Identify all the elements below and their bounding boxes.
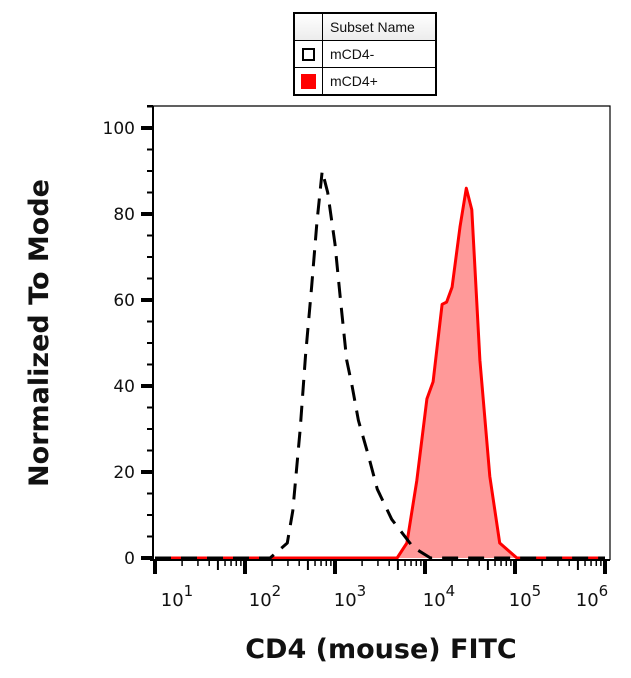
- y-axis-title: Normalized To Mode: [24, 179, 55, 487]
- x-tick-label: 104: [423, 582, 455, 611]
- x-tick-label: 105: [509, 582, 541, 611]
- legend-label: mCD4-: [330, 46, 375, 62]
- plot-frame: [153, 105, 611, 560]
- legend-item-mcd4-neg: mCD4-: [295, 40, 435, 67]
- x-tick-label: 103: [334, 582, 366, 611]
- y-axis: 0 20 40 60 80 100: [103, 105, 154, 569]
- y-tick-label: 0: [124, 549, 135, 569]
- x-tick-exponent: 6: [599, 582, 609, 600]
- x-axis: 101 102 103 104 105 106: [150, 559, 610, 611]
- series-layer: [155, 169, 605, 560]
- x-tick-label: 106: [576, 582, 608, 611]
- legend-label: mCD4+: [330, 73, 378, 89]
- y-tick-label: 40: [113, 377, 135, 397]
- legend-header-label: Subset Name: [330, 19, 415, 35]
- legend: Subset Name mCD4- mCD4+: [293, 12, 437, 96]
- y-tick-label: 80: [113, 205, 135, 225]
- x-axis-title: CD4 (mouse) FITC: [245, 634, 517, 665]
- x-tick-exponent: 2: [272, 582, 282, 600]
- y-tick-label: 100: [103, 119, 135, 139]
- outline-swatch-icon: [302, 47, 315, 61]
- y-tick-label: 20: [113, 463, 135, 483]
- x-tick-exponent: 4: [446, 582, 456, 600]
- x-tick-label: 101: [161, 582, 193, 611]
- legend-item-mcd4-pos: mCD4+: [295, 67, 435, 94]
- series-line-mCD4+: [155, 186, 605, 560]
- series-line-mCD4-: [155, 169, 605, 560]
- series-fill-mCD4+: [155, 188, 605, 558]
- legend-header: Subset Name: [295, 14, 435, 40]
- y-tick-label: 60: [113, 291, 135, 311]
- x-tick-exponent: 1: [184, 582, 194, 600]
- filled-swatch-icon: [301, 73, 316, 89]
- x-tick-exponent: 3: [357, 582, 367, 600]
- plot-border: [153, 105, 611, 560]
- x-tick-exponent: 5: [532, 582, 542, 600]
- x-tick-label: 102: [249, 582, 281, 611]
